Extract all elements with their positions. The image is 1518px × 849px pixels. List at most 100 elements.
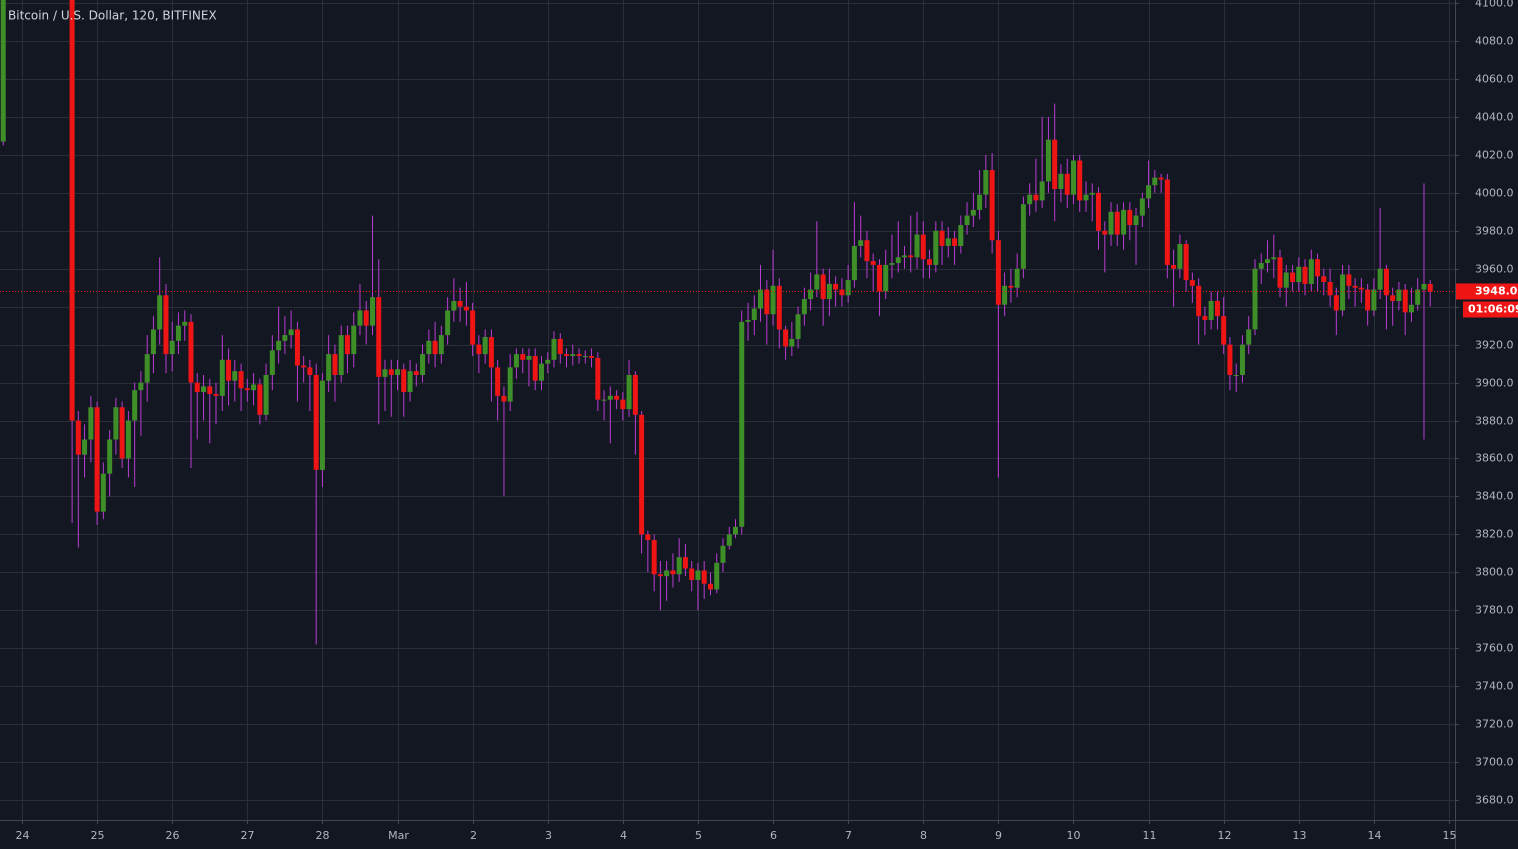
candle-body bbox=[107, 439, 113, 474]
y-tick-label: 4080.0 bbox=[1475, 35, 1514, 48]
candle-body bbox=[1064, 173, 1070, 195]
candle-body bbox=[920, 234, 926, 260]
chart-title: Bitcoin / U.S. Dollar, 120, BITFINEX bbox=[8, 9, 217, 23]
x-tick-label: 28 bbox=[316, 829, 330, 842]
candle-body bbox=[470, 310, 476, 345]
x-tick-label: 4 bbox=[620, 829, 627, 842]
candle-body bbox=[288, 329, 294, 336]
candle-body bbox=[758, 289, 764, 309]
candle-body bbox=[157, 295, 163, 330]
candle-body bbox=[94, 407, 100, 512]
candle-body bbox=[1296, 266, 1302, 282]
candle-body bbox=[614, 395, 620, 400]
candle-body bbox=[1102, 230, 1108, 235]
candle-body bbox=[326, 354, 332, 381]
candle-body bbox=[908, 255, 914, 258]
candle-body bbox=[1108, 211, 1114, 235]
candle-body bbox=[269, 350, 275, 375]
candle-body bbox=[169, 340, 175, 355]
candle-body bbox=[682, 557, 688, 569]
candle-body bbox=[632, 374, 638, 415]
candle-body bbox=[1283, 272, 1289, 288]
candle-body bbox=[1121, 209, 1127, 235]
x-tick-label: 25 bbox=[91, 829, 105, 842]
candle-body bbox=[814, 274, 820, 290]
candle-body bbox=[689, 568, 695, 580]
candle-body bbox=[144, 354, 150, 383]
candle-body bbox=[1264, 259, 1270, 264]
candle-body bbox=[150, 329, 156, 355]
candle-body bbox=[257, 384, 263, 415]
candle-body bbox=[201, 386, 207, 393]
x-tick-label: 14 bbox=[1368, 829, 1382, 842]
countdown-box bbox=[1463, 301, 1518, 318]
candle-body bbox=[545, 359, 551, 364]
candle-body bbox=[1252, 268, 1258, 330]
candle-body bbox=[607, 395, 613, 400]
candle-body bbox=[795, 314, 801, 339]
candle-body bbox=[182, 321, 188, 326]
candle-body bbox=[501, 395, 507, 402]
x-tick-label: 5 bbox=[695, 829, 702, 842]
candle-body bbox=[1208, 300, 1214, 320]
candle-body bbox=[313, 374, 319, 470]
candle-body bbox=[1365, 289, 1371, 311]
candle-body bbox=[138, 382, 144, 391]
candle-body bbox=[945, 238, 951, 246]
x-tick-label: 11 bbox=[1143, 829, 1157, 842]
candle-body bbox=[0, 0, 6, 142]
candle-body bbox=[1152, 177, 1158, 186]
candle-body bbox=[263, 374, 269, 415]
y-tick-label: 3700.0 bbox=[1475, 756, 1514, 769]
candle-body bbox=[69, 0, 75, 421]
candle-body bbox=[463, 306, 469, 311]
candle-body bbox=[820, 274, 826, 300]
candle-body bbox=[1146, 185, 1152, 199]
candle-body bbox=[833, 283, 839, 290]
candle-body bbox=[870, 261, 876, 265]
candle-body bbox=[413, 371, 419, 375]
y-tick-label: 3820.0 bbox=[1475, 528, 1514, 541]
x-tick-label: 15 bbox=[1443, 829, 1457, 842]
candle-body bbox=[1008, 285, 1014, 288]
candle-body bbox=[783, 329, 789, 347]
y-tick-label: 3740.0 bbox=[1475, 680, 1514, 693]
candle-body bbox=[1246, 329, 1252, 345]
candle-body bbox=[539, 363, 545, 381]
y-tick-label: 3760.0 bbox=[1475, 642, 1514, 655]
candle-body bbox=[851, 245, 857, 281]
candle-body bbox=[1196, 285, 1202, 317]
y-tick-label: 4000.0 bbox=[1475, 187, 1514, 200]
y-tick-label: 3960.0 bbox=[1475, 263, 1514, 276]
candle-body bbox=[1027, 194, 1033, 205]
x-tick-label: 9 bbox=[995, 829, 1002, 842]
candle-body bbox=[232, 371, 238, 381]
candle-body bbox=[1189, 280, 1195, 286]
candle-body bbox=[639, 414, 645, 535]
candle-body bbox=[1171, 264, 1177, 269]
candle-body bbox=[75, 420, 81, 455]
candle-body bbox=[995, 240, 1001, 305]
candle-body bbox=[620, 399, 626, 410]
x-tick-label: 7 bbox=[845, 829, 852, 842]
candle-body bbox=[1377, 268, 1383, 290]
candle-body bbox=[132, 390, 138, 421]
candle-body bbox=[388, 369, 394, 375]
candle-body bbox=[1308, 259, 1314, 284]
last-price-box bbox=[1456, 283, 1518, 300]
candle-body bbox=[664, 570, 670, 577]
candle-body bbox=[1290, 272, 1296, 282]
candle-body bbox=[1114, 211, 1120, 235]
x-tick-label: 27 bbox=[241, 829, 255, 842]
candle-body bbox=[338, 335, 344, 375]
candle-body bbox=[933, 230, 939, 265]
candle-body bbox=[645, 534, 651, 541]
candle-body bbox=[163, 295, 169, 355]
candle-body bbox=[1427, 283, 1433, 292]
candle-body bbox=[1158, 177, 1164, 180]
y-tick-label: 4100.0 bbox=[1475, 0, 1514, 10]
candle-body bbox=[751, 308, 757, 320]
candle-body bbox=[82, 439, 88, 455]
